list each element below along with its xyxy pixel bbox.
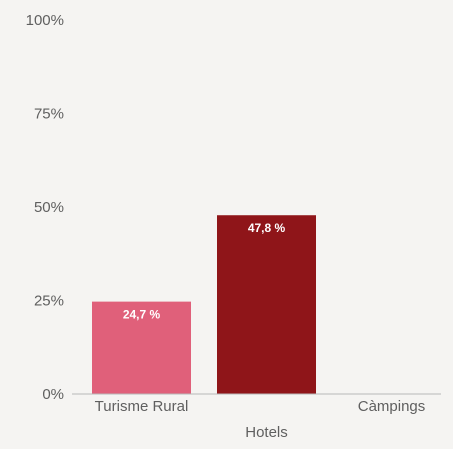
bar [217, 215, 316, 394]
x-axis: Turisme Rural Hotels Càmpings [95, 398, 426, 441]
x-tick-label: Càmpings [358, 398, 426, 415]
y-tick-label: 0% [42, 386, 64, 403]
x-tick-label: Turisme Rural [95, 398, 189, 415]
bars: 24,7 % 47,8 % [92, 215, 316, 394]
y-tick-label: 25% [34, 293, 64, 310]
data-label: 47,8 % [248, 221, 286, 235]
x-tick-label: Hotels [245, 424, 288, 441]
y-tick-label: 75% [34, 106, 64, 123]
y-tick-label: 50% [34, 199, 64, 216]
y-tick-label: 100% [26, 12, 64, 29]
bar [92, 301, 191, 394]
y-axis: 0% 25% 50% 75% 100% [26, 12, 64, 403]
data-label: 24,7 % [123, 308, 161, 322]
